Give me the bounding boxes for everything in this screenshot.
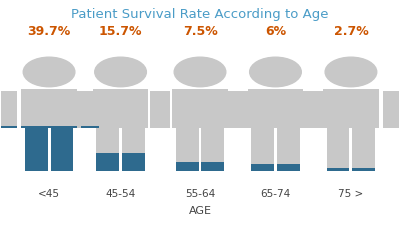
Bar — [307, 92, 325, 128]
Bar — [25, 128, 48, 171]
Bar — [277, 128, 300, 171]
Bar — [352, 168, 375, 171]
Bar — [0, 92, 17, 128]
Bar — [122, 128, 145, 171]
Bar — [176, 163, 198, 171]
Bar — [202, 163, 224, 171]
Bar — [122, 153, 145, 171]
Bar — [301, 92, 319, 128]
Text: <45: <45 — [38, 188, 60, 198]
Bar — [152, 92, 170, 128]
Circle shape — [23, 58, 75, 87]
Bar — [96, 153, 119, 171]
Circle shape — [250, 58, 301, 87]
Bar — [251, 164, 274, 171]
Bar — [81, 126, 99, 128]
Bar — [248, 90, 303, 128]
Bar — [202, 128, 224, 171]
Bar — [226, 92, 244, 128]
Bar — [50, 128, 73, 171]
Bar — [150, 92, 168, 128]
Circle shape — [174, 58, 226, 87]
Text: 55-64: 55-64 — [185, 188, 215, 198]
Text: 6%: 6% — [265, 25, 286, 38]
Bar — [25, 128, 48, 171]
Text: Patient Survival Rate According to Age: Patient Survival Rate According to Age — [71, 8, 329, 21]
Bar — [277, 164, 300, 171]
Bar — [0, 126, 17, 128]
Text: 75 >: 75 > — [338, 188, 364, 198]
Bar — [93, 90, 148, 128]
Text: AGE: AGE — [188, 205, 212, 215]
Bar — [71, 92, 89, 128]
Bar — [81, 92, 99, 128]
Bar — [96, 128, 119, 171]
Text: 45-54: 45-54 — [106, 188, 136, 198]
Bar — [251, 128, 274, 171]
Bar — [176, 128, 198, 171]
Bar — [50, 128, 73, 171]
Text: 39.7%: 39.7% — [28, 25, 71, 38]
Bar — [172, 90, 228, 128]
Bar — [383, 92, 400, 128]
Text: 7.5%: 7.5% — [183, 25, 217, 38]
Circle shape — [325, 58, 377, 87]
Bar — [232, 92, 250, 128]
Text: 2.7%: 2.7% — [334, 25, 368, 38]
Bar — [352, 128, 375, 171]
Bar — [21, 126, 77, 128]
Bar — [327, 168, 350, 171]
Bar — [327, 128, 350, 171]
Text: 65-74: 65-74 — [260, 188, 290, 198]
Bar — [323, 90, 379, 128]
Bar — [21, 90, 77, 128]
Circle shape — [95, 58, 146, 87]
Text: 15.7%: 15.7% — [99, 25, 142, 38]
